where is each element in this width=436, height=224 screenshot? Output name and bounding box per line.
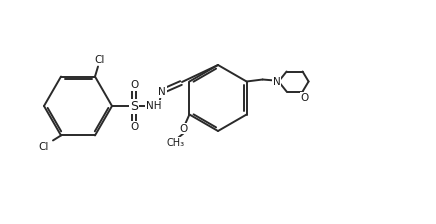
Text: O: O: [300, 93, 309, 103]
Text: O: O: [130, 80, 138, 90]
Text: NH: NH: [146, 101, 162, 111]
Text: CH₃: CH₃: [167, 138, 184, 147]
Text: N: N: [272, 77, 280, 86]
Text: O: O: [179, 123, 187, 134]
Text: Cl: Cl: [39, 142, 49, 153]
Text: N: N: [158, 87, 166, 97]
Text: O: O: [130, 122, 138, 132]
Text: S: S: [130, 99, 138, 112]
Text: Cl: Cl: [95, 55, 105, 65]
